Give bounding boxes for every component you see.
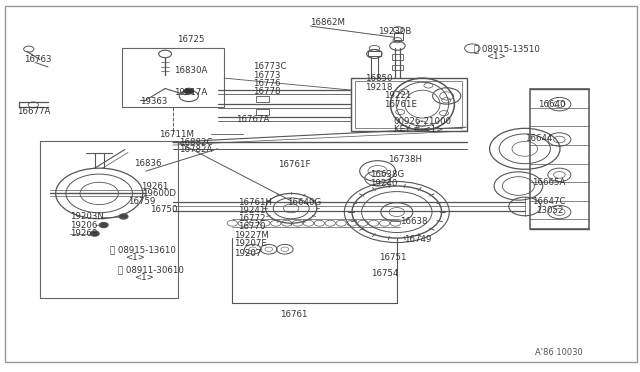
Text: 16711M: 16711M <box>159 130 194 139</box>
Text: 16882C: 16882C <box>179 138 212 147</box>
Text: 13052: 13052 <box>536 206 564 215</box>
Text: 19600D: 19600D <box>142 189 176 198</box>
Text: 19203N: 19203N <box>70 212 104 221</box>
Bar <box>256 109 269 115</box>
Text: Ⓦ 08915-13610: Ⓦ 08915-13610 <box>110 246 176 254</box>
Text: 19268: 19268 <box>70 229 98 238</box>
Text: 19240: 19240 <box>370 179 397 187</box>
Text: 16850: 16850 <box>365 74 392 83</box>
Text: Ⓦ 08915-13510: Ⓦ 08915-13510 <box>474 44 540 53</box>
Bar <box>40 141 178 298</box>
Text: 00926-21000: 00926-21000 <box>394 117 452 126</box>
Bar <box>530 89 589 229</box>
Bar <box>392 65 403 70</box>
Bar <box>394 33 403 40</box>
Text: 19227M: 19227M <box>234 231 269 240</box>
Text: 19218: 19218 <box>365 83 392 92</box>
Text: 16665A: 16665A <box>532 178 566 187</box>
Circle shape <box>99 222 108 228</box>
Text: 19261: 19261 <box>141 182 168 190</box>
Text: 16759: 16759 <box>128 197 156 206</box>
Text: <1>: <1> <box>134 273 154 282</box>
Text: 16644: 16644 <box>525 134 552 143</box>
Text: <1>: <1> <box>486 52 506 61</box>
Circle shape <box>184 88 194 94</box>
Bar <box>256 96 269 102</box>
Text: 16761F: 16761F <box>278 160 311 169</box>
Text: 16647C: 16647C <box>532 197 566 206</box>
Text: 16763: 16763 <box>24 55 52 64</box>
Text: 16782A: 16782A <box>179 145 212 154</box>
Circle shape <box>90 231 99 236</box>
Text: 16773: 16773 <box>253 71 280 80</box>
Text: 16749: 16749 <box>404 235 432 244</box>
Text: 16640G: 16640G <box>287 198 321 207</box>
Text: 19207: 19207 <box>234 249 262 258</box>
Text: 16638G: 16638G <box>370 170 404 179</box>
Text: 16751: 16751 <box>379 253 406 262</box>
Text: 16772: 16772 <box>238 214 266 223</box>
Bar <box>122 48 224 107</box>
Text: 19230B: 19230B <box>378 27 411 36</box>
Text: A'86 10030: A'86 10030 <box>534 348 582 357</box>
Text: 16761: 16761 <box>280 310 307 319</box>
Text: Ⓝ 08911-30610: Ⓝ 08911-30610 <box>118 265 184 274</box>
Text: 16767A: 16767A <box>236 115 269 124</box>
Text: 19217A: 19217A <box>174 88 207 97</box>
Text: 16677A: 16677A <box>17 107 51 116</box>
Text: 16761E: 16761E <box>384 100 417 109</box>
Text: 16770: 16770 <box>238 222 266 231</box>
Text: 19241: 19241 <box>238 206 266 215</box>
Bar <box>355 81 462 128</box>
Text: <1>: <1> <box>125 253 145 262</box>
Bar <box>368 51 381 56</box>
Circle shape <box>119 214 128 219</box>
Text: 16738H: 16738H <box>388 155 422 164</box>
Text: 16750: 16750 <box>150 205 178 214</box>
Text: 16776: 16776 <box>253 79 280 88</box>
Text: 16778: 16778 <box>253 87 280 96</box>
Bar <box>351 78 467 131</box>
Text: 16830A: 16830A <box>174 66 207 75</box>
Bar <box>392 54 403 60</box>
Text: 16754: 16754 <box>371 269 399 278</box>
Text: 16862M: 16862M <box>310 18 346 27</box>
Text: 19207E: 19207E <box>234 239 267 248</box>
Text: 16773C: 16773C <box>253 62 286 71</box>
Text: 16761H: 16761H <box>238 198 272 207</box>
Text: 19206: 19206 <box>70 221 98 230</box>
Text: 19363: 19363 <box>140 97 167 106</box>
Text: 16640: 16640 <box>538 100 565 109</box>
Text: 16638: 16638 <box>400 217 428 226</box>
Text: 19221: 19221 <box>384 92 412 100</box>
Text: 16836: 16836 <box>134 159 162 168</box>
Text: KEY #-<1>: KEY #-<1> <box>394 125 443 134</box>
Text: 16725: 16725 <box>177 35 204 44</box>
